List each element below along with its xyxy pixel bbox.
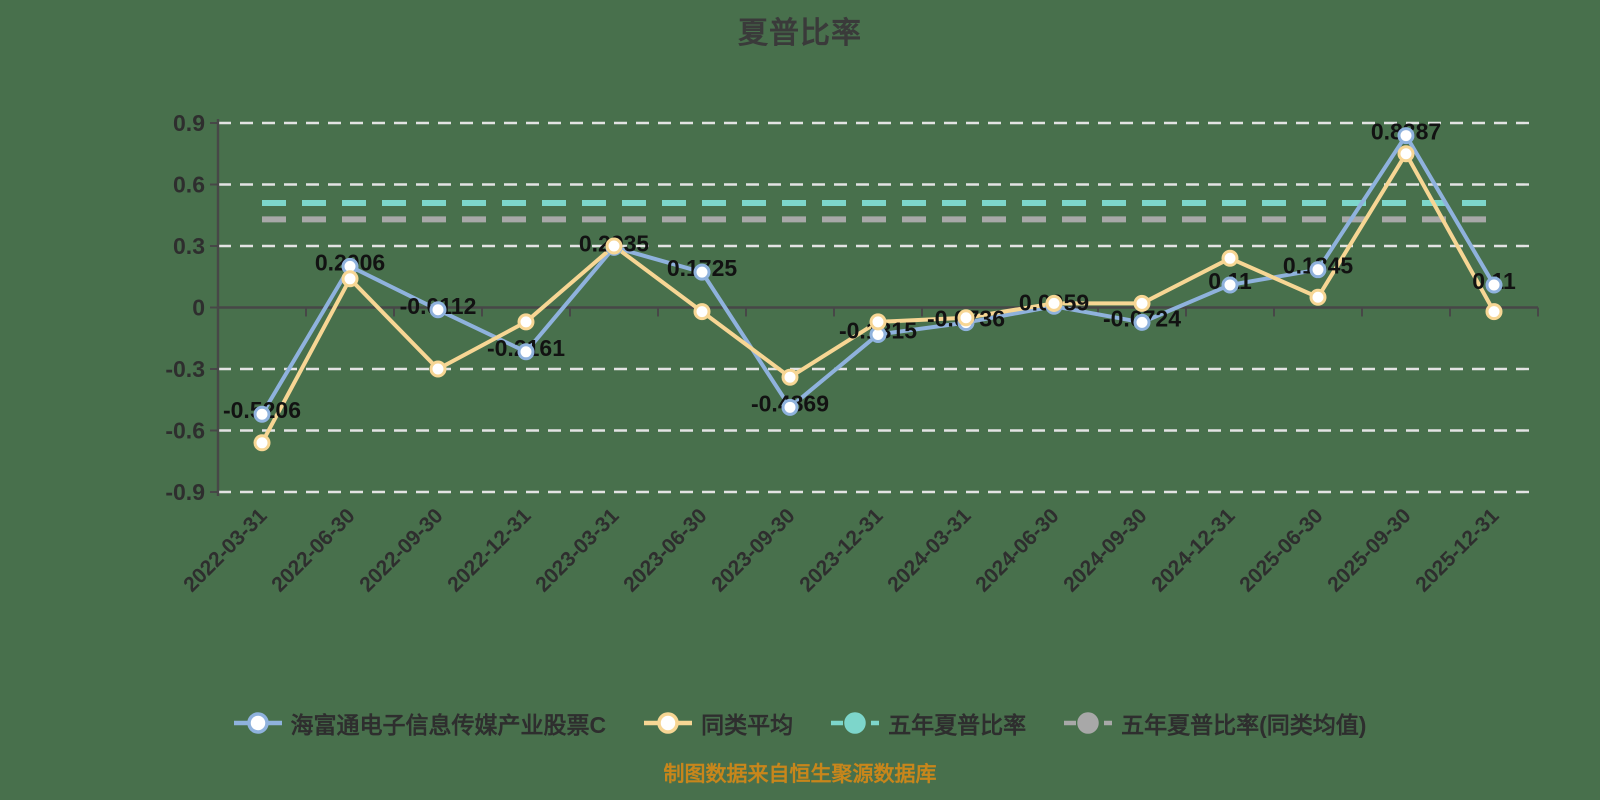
source-note: 制图数据来自恒生聚源数据库: [663, 763, 937, 786]
plot-area: 0.9 0.6 0.3 0 -0.3 -0.6 -0.92022-03-312022-06-…: [165, 110, 1539, 596]
legend-item-4[interactable]: 五年夏普比率(同类均值): [1064, 706, 1366, 740]
data-point-marker: [869, 313, 887, 331]
legend-label: 海富通电子信息传媒产业股票C: [290, 712, 607, 738]
x-axis-label: 2024-06-30: [971, 504, 1063, 596]
y-axis-label: -0.3: [165, 356, 205, 382]
x-axis-label: 2024-09-30: [1059, 504, 1151, 596]
data-point-marker: [253, 405, 271, 423]
chart-title: 夏普比率: [738, 17, 862, 50]
y-axis-label: 0.3: [173, 233, 205, 259]
legend-label: 五年夏普比率(同类均值): [1121, 712, 1367, 738]
x-axis-label: 2023-03-31: [531, 504, 623, 596]
data-point-marker: [1221, 249, 1239, 267]
legend: 海富通电子信息传媒产业股票C 同类平均 五年夏普比率 五年夏普比率(同类均值): [0, 701, 1600, 745]
x-axis-label: 2022-06-30: [267, 504, 359, 596]
data-point-marker: [517, 313, 535, 331]
legend-label: 同类平均: [701, 712, 794, 738]
legend-marker-icon: [831, 712, 880, 734]
data-point-marker: [693, 263, 711, 281]
x-axis-label: 2025-06-30: [1235, 504, 1327, 596]
x-axis-label: 2025-09-30: [1323, 504, 1415, 596]
data-point-marker: [1397, 145, 1415, 163]
data-point-marker: [781, 368, 799, 386]
y-axis-label: 0: [192, 295, 205, 321]
data-point-marker: [1485, 303, 1503, 321]
legend-item-3[interactable]: 五年夏普比率: [831, 706, 1026, 740]
legend-marker-icon: [233, 712, 282, 734]
legend-marker-icon: [1064, 712, 1113, 734]
data-point-marker: [605, 237, 623, 255]
data-point-marker: [781, 398, 799, 416]
x-axis-label: 2024-03-31: [883, 504, 975, 596]
x-axis-label: 2023-12-31: [795, 504, 887, 596]
data-point-marker: [693, 303, 711, 321]
x-axis-label: 2022-12-31: [443, 504, 535, 596]
legend-marker-icon: [644, 712, 693, 734]
x-axis-label: 2022-09-30: [355, 504, 447, 596]
legend-item-2[interactable]: 同类平均: [644, 706, 793, 740]
data-point-marker: [1309, 288, 1327, 306]
data-point-marker: [1133, 294, 1151, 312]
x-axis-label: 2023-09-30: [707, 504, 799, 596]
data-point-marker: [429, 301, 447, 319]
data-point-marker: [253, 434, 271, 452]
x-axis-label: 2024-12-31: [1147, 504, 1239, 596]
data-point-marker: [429, 360, 447, 378]
x-axis-label: 2025-12-31: [1411, 504, 1503, 596]
y-axis-label: -0.9: [165, 479, 205, 505]
data-point-marker: [1221, 276, 1239, 294]
y-axis-label: 0.9: [173, 110, 205, 136]
data-point-marker: [341, 270, 359, 288]
x-axis-label: 2023-06-30: [619, 504, 711, 596]
data-point-marker: [957, 309, 975, 327]
data-point-marker: [1309, 261, 1327, 279]
y-axis-label: -0.6: [165, 418, 205, 444]
legend-item-1[interactable]: 海富通电子信息传媒产业股票C: [233, 706, 607, 740]
data-point-marker: [517, 343, 535, 361]
x-axis-label: 2022-03-31: [179, 504, 271, 596]
data-point-marker: [1133, 313, 1151, 331]
legend-label: 五年夏普比率: [888, 712, 1027, 738]
data-point-marker: [1485, 276, 1503, 294]
y-axis-label: 0.6: [173, 172, 205, 198]
data-point-marker: [1045, 294, 1063, 312]
data-point-marker: [1397, 127, 1415, 145]
